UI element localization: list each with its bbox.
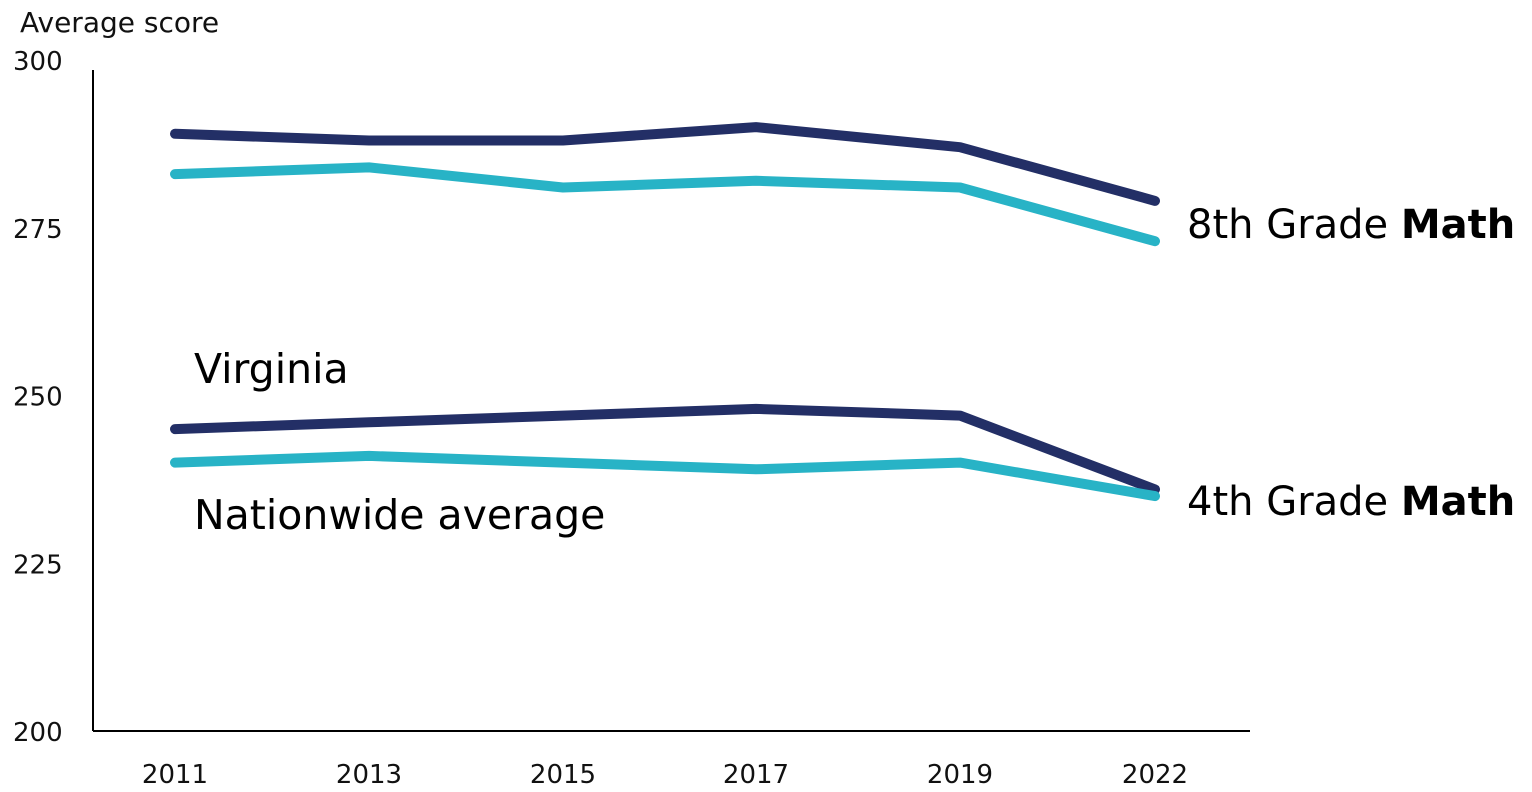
nationwide-series-label: Nationwide average xyxy=(194,491,605,539)
series-line-4th-grade-math-nationwide-average xyxy=(170,450,1160,502)
y-tick-label: 200 xyxy=(13,718,63,748)
group-label-8th-prefix: 8th Grade xyxy=(1187,202,1401,248)
x-tick-labels: 2011 2013 2015 2017 2019 2022 xyxy=(142,760,1188,790)
y-tick-label: 225 xyxy=(13,550,63,580)
y-axis-label: Average score xyxy=(20,6,219,39)
group-label-4th-bold: Math xyxy=(1401,479,1515,525)
y-tick-label: 275 xyxy=(13,215,63,245)
y-tick-label: 300 xyxy=(13,47,63,77)
x-tick-label: 2022 xyxy=(1122,760,1188,788)
x-tick-label: 2013 xyxy=(336,760,402,788)
virginia-series-label: Virginia xyxy=(194,345,349,393)
y-tick-label: 250 xyxy=(13,383,63,413)
x-tick-label: 2015 xyxy=(530,760,596,788)
series-line-8th-grade-math-nationwide-average xyxy=(170,162,1160,247)
group-label-4th-grade-math: 4th Grade Math xyxy=(1187,479,1515,525)
x-tick-label: 2019 xyxy=(927,760,993,788)
group-label-8th-bold: Math xyxy=(1401,202,1515,248)
series-line-4th-grade-math-virginia xyxy=(170,403,1160,495)
group-label-8th-grade-math: 8th Grade Math xyxy=(1187,202,1515,248)
group-label-4th-prefix: 4th Grade xyxy=(1187,479,1401,525)
series-line-8th-grade-math-virginia xyxy=(170,122,1160,206)
series-lines xyxy=(170,122,1160,502)
x-tick-label: 2011 xyxy=(142,760,208,788)
x-tick-label: 2017 xyxy=(723,760,789,788)
y-tick-labels: 200 225 250 275 300 xyxy=(13,47,63,748)
